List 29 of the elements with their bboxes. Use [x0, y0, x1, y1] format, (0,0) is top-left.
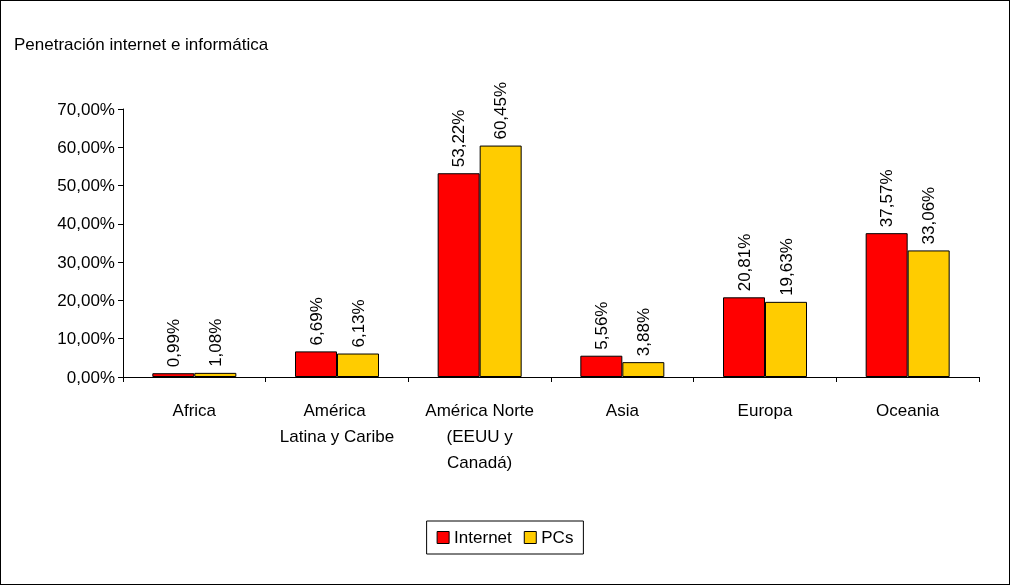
y-tick-label: 0,00%	[66, 367, 115, 387]
data-label: 3,88%	[633, 307, 653, 357]
x-tick-label: Europa	[737, 400, 793, 420]
data-label: 1,08%	[205, 318, 225, 367]
x-tick-label: América Norte (EEUU y Canadá)	[425, 400, 534, 472]
x-tick-label: Asia	[605, 400, 640, 420]
y-tick-label: 60,00%	[57, 137, 115, 157]
data-label: 33,06%	[919, 186, 939, 245]
y-tick-label: 30,00%	[57, 252, 115, 272]
y-tick-label: 10,00%	[57, 329, 115, 349]
legend-label: Internet	[454, 528, 513, 547]
x-tick-label: Africa	[172, 400, 217, 420]
chart-title: Penetración internet e informática	[14, 35, 269, 54]
data-label: 60,45%	[491, 81, 511, 140]
y-tick-label: 70,00%	[57, 99, 115, 119]
y-tick-label: 40,00%	[57, 214, 115, 234]
legend-label: PCs	[541, 528, 574, 547]
data-label: 20,81%	[734, 233, 754, 292]
data-label: 5,56%	[591, 301, 611, 350]
data-label: 53,22%	[449, 109, 469, 168]
data-label: 6,13%	[348, 299, 368, 348]
y-tick-label: 20,00%	[57, 290, 115, 310]
data-label: 0,99%	[163, 319, 183, 368]
data-label: 6,69%	[306, 297, 326, 346]
x-tick-label: América Latina y Caribe	[279, 400, 395, 446]
y-tick-label: 50,00%	[57, 176, 115, 196]
data-label: 19,63%	[776, 238, 796, 296]
x-tick-label: Oceania	[876, 400, 940, 420]
data-label: 37,57%	[877, 169, 897, 228]
